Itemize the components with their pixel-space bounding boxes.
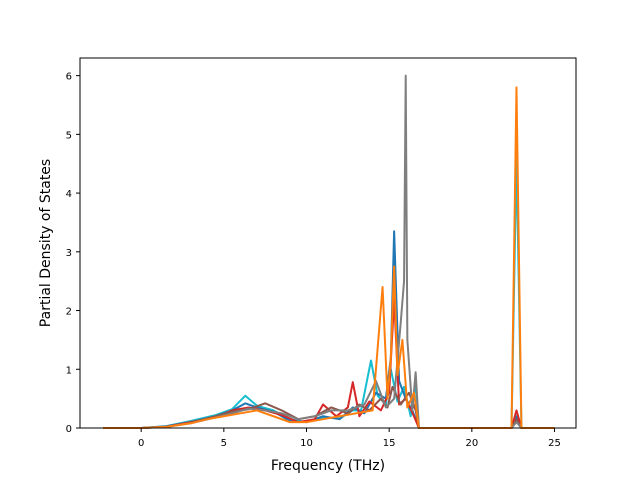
x-tick-label: 25	[548, 438, 561, 449]
y-tick-label: 1	[66, 365, 72, 376]
x-tick-label: 0	[138, 438, 144, 449]
y-tick-label: 3	[66, 248, 72, 259]
plot-frame	[79, 57, 577, 429]
y-axis-ticks: 0 1 2 3 4 5 6	[66, 72, 80, 435]
y-tick-label: 5	[66, 130, 72, 141]
plot-area	[80, 58, 576, 428]
y-tick-label: 0	[66, 424, 72, 435]
y-tick-label: 4	[66, 189, 72, 200]
y-tick-label: 2	[66, 307, 72, 318]
x-axis-ticks: 0 5 10 15 20 25	[138, 428, 561, 449]
x-tick-label: 10	[300, 438, 313, 449]
x-tick-label: 20	[465, 438, 478, 449]
y-axis-label: Partial Density of States	[38, 159, 54, 327]
x-axis-label: Frequency (THz)	[271, 458, 385, 474]
y-tick-label: 6	[66, 72, 72, 83]
x-tick-label: 5	[221, 438, 227, 449]
x-tick-label: 15	[383, 438, 396, 449]
